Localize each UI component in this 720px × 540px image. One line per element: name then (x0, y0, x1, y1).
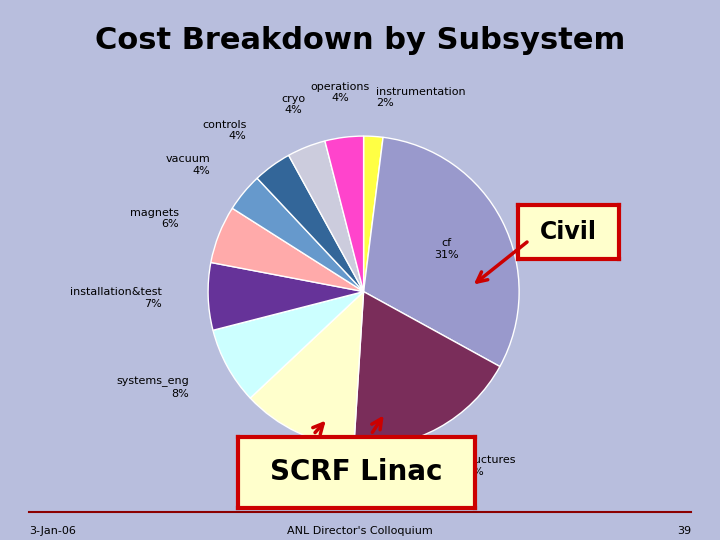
Text: ANL Director's Colloquium: ANL Director's Colloquium (287, 526, 433, 536)
Text: operations
4%: operations 4% (310, 82, 369, 103)
Wedge shape (251, 292, 364, 447)
Text: vacuum
4%: vacuum 4% (166, 154, 210, 176)
Wedge shape (289, 141, 364, 292)
Wedge shape (208, 262, 364, 330)
Text: structures
18%: structures 18% (459, 455, 516, 477)
Wedge shape (233, 178, 364, 292)
Text: magnets
6%: magnets 6% (130, 207, 179, 229)
Wedge shape (257, 156, 364, 292)
Wedge shape (325, 136, 364, 292)
Wedge shape (364, 136, 383, 292)
Text: 39: 39 (677, 526, 691, 536)
Text: controls
4%: controls 4% (202, 120, 246, 141)
Text: instrumentation
2%: instrumentation 2% (376, 87, 465, 109)
Text: Civil: Civil (540, 220, 598, 244)
Text: installation&test
7%: installation&test 7% (70, 287, 161, 309)
Text: 3-Jan-06: 3-Jan-06 (29, 526, 76, 536)
Wedge shape (364, 137, 519, 367)
Wedge shape (211, 208, 364, 292)
Wedge shape (354, 292, 500, 447)
Text: cf
31%: cf 31% (434, 239, 459, 260)
Text: SCRF Linac: SCRF Linac (270, 458, 443, 487)
Text: systems_eng
8%: systems_eng 8% (117, 376, 189, 399)
Text: Cost Breakdown by Subsystem: Cost Breakdown by Subsystem (95, 26, 625, 55)
Wedge shape (213, 292, 364, 398)
Text: cryo
4%: cryo 4% (282, 93, 306, 115)
Text: rf
12%: rf 12% (254, 472, 279, 494)
